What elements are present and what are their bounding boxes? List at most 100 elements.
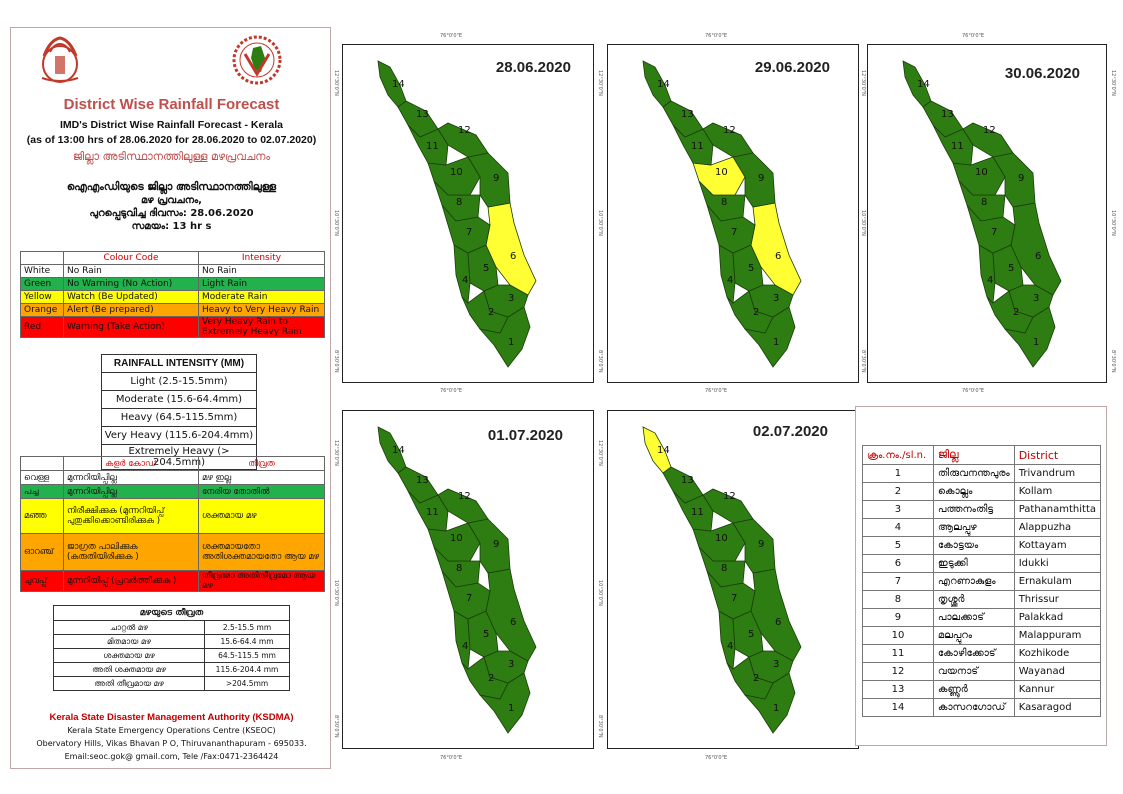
lat-tick: 10°30'0"N (1110, 210, 1116, 236)
legend-intensity: No Rain (198, 264, 325, 278)
footer-contact: Email:seoc.gok@ gmail.com, Tele /Fax:047… (64, 752, 279, 761)
district-name-ml: തിരുവനന്തപുരം (932, 464, 1015, 483)
intensity-row: Light (2.5-15.5mm) (101, 372, 257, 391)
legend-row-yellow: Yellow (20, 290, 64, 304)
district-name-ml: എറണാകുളം (932, 572, 1015, 591)
table-row: 9 പാലക്കാട് Palakkad (862, 608, 1102, 627)
district-name-ml: പാലക്കാട് (932, 608, 1015, 627)
subtitle: IMD's District Wise Rainfall Forecast - … (60, 119, 283, 131)
district-4-region (453, 244, 471, 304)
footer-address: Obervatory Hills, Vikas Bhavan P O, Thir… (36, 739, 307, 748)
colour-code-legend-ml: കളർ കോഡ് തീവ്രത വെള്ള മുന്നറിയിപ്പില്ല മ… (20, 456, 325, 592)
map-date: 28.06.2020 (495, 59, 571, 76)
legend-ml-row-yellow: മഞ്ഞ (20, 498, 64, 534)
lat-tick: 10°30'0"N (333, 580, 339, 606)
colour-code-legend: Colour Code Intensity White No Rain No R… (20, 251, 325, 338)
district-name-ml: ആലപ്പുഴ (932, 518, 1015, 537)
district-number: 10 (862, 626, 934, 645)
district-number-label: 14 (917, 79, 930, 90)
district-12-region (437, 488, 489, 524)
district-number-label: 4 (462, 275, 468, 286)
legend-header-colour: Colour Code (63, 251, 199, 265)
district-number-label: 12 (458, 125, 471, 136)
map-date: 30.06.2020 (1004, 65, 1080, 82)
district-3-region (483, 650, 529, 684)
district-number: 2 (862, 482, 934, 501)
table-row: 8 തൃശ്ശൂർ Thrissur (862, 590, 1102, 609)
table-row: 10 മലപ്പുറം Malappuram (862, 626, 1102, 645)
table-row: 2 കൊല്ലം Kollam (862, 482, 1102, 501)
district-number-label: 7 (466, 227, 472, 238)
district-number-label: 10 (975, 167, 988, 178)
district-number: 5 (862, 536, 934, 555)
district-number-label: 11 (426, 507, 439, 518)
legend-row-orange: Orange (20, 303, 64, 317)
legend-ml-row-orange: ഓറഞ്ച് (20, 533, 64, 571)
district-name-ml: മലപ്പുറം (932, 626, 1015, 645)
intensity-ml-title: മഴയുടെ തീവ്രത (53, 605, 290, 621)
district-number-label: 3 (508, 659, 514, 670)
legend-code: Watch (Be Updated) (63, 290, 199, 304)
district-4-region (453, 610, 471, 670)
district-name-en: Ernakulam (1013, 572, 1102, 591)
district-number: 1 (862, 464, 934, 483)
district-name-ml: വയനാട് (932, 662, 1015, 681)
district-number-label: 6 (775, 251, 781, 262)
district-name-en: Idukki (1013, 554, 1102, 573)
district-name-en: Kannur (1013, 680, 1102, 699)
district-number-label: 8 (456, 563, 462, 574)
district-3-region (483, 284, 529, 318)
district-9-region (992, 152, 1036, 208)
district-number-label: 3 (773, 293, 779, 304)
ml-issue-time: സമയം: 13 hr s (131, 221, 212, 232)
district-number-label: 3 (508, 293, 514, 304)
district-number: 13 (862, 680, 934, 699)
district-14-region (642, 60, 672, 108)
lat-tick: 8°30'0"N (333, 715, 339, 738)
legend-intensity: Moderate Rain (198, 290, 325, 304)
lat-tick: 8°30'0"N (597, 715, 603, 738)
district-number: 11 (862, 644, 934, 663)
district-number-label: 7 (991, 227, 997, 238)
legend-row-red: Red (20, 316, 64, 338)
district-number-label: 13 (941, 109, 954, 120)
map-frame-1: 28.06.2020 1 2 3 4 5 6 7 8 9 10 11 12 13 14 (342, 44, 594, 383)
legend-ml-intensity: നേരിയ തോതിൽ (198, 484, 325, 499)
district-9-region (467, 518, 511, 574)
district-10-region (692, 156, 746, 196)
district-name-ml: ഇടുക്കി (932, 554, 1015, 573)
lat-tick: 12°30'0"N (333, 440, 339, 466)
district-number-label: 14 (657, 445, 670, 456)
district-number-label: 9 (758, 539, 764, 550)
district-number-label: 10 (715, 167, 728, 178)
district-number-label: 5 (748, 263, 754, 274)
district-number-label: 1 (508, 337, 514, 348)
district-number-label: 4 (462, 641, 468, 652)
district-name-en: Thrissur (1013, 590, 1102, 609)
district-list-frame: ക്രം.നം./sl.n. ജില്ല District 1 തിരുവനന്ത… (855, 406, 1107, 746)
table-row: 14 കാസറഗോഡ് Kasaragod (862, 698, 1102, 717)
district-number-label: 6 (1035, 251, 1041, 262)
district-number-label: 11 (691, 507, 704, 518)
district-number-label: 13 (681, 109, 694, 120)
district-number-label: 10 (450, 167, 463, 178)
district-number-label: 9 (493, 539, 499, 550)
district-name-en: Trivandrum (1013, 464, 1102, 483)
district-number-label: 9 (758, 173, 764, 184)
map-date: 02.07.2020 (752, 423, 828, 440)
district-number: 12 (862, 662, 934, 681)
intensity-ml-value: 64.5-115.5 mm (204, 648, 290, 663)
district-name-en: Malappuram (1013, 626, 1102, 645)
district-9-region (467, 152, 511, 208)
district-name-ml: പത്തനംതിട്ട (932, 500, 1015, 519)
district-name-en: Kasaragod (1013, 698, 1102, 717)
legend-row-white: White (20, 264, 64, 278)
district-14-region (642, 426, 672, 474)
intensity-ml-label: അതി തീവ്രമായ മഴ (53, 676, 205, 691)
footer-org: Kerala State Disaster Management Authori… (49, 712, 294, 723)
legend-code: No Rain (63, 264, 199, 278)
district-number-label: 1 (773, 337, 779, 348)
